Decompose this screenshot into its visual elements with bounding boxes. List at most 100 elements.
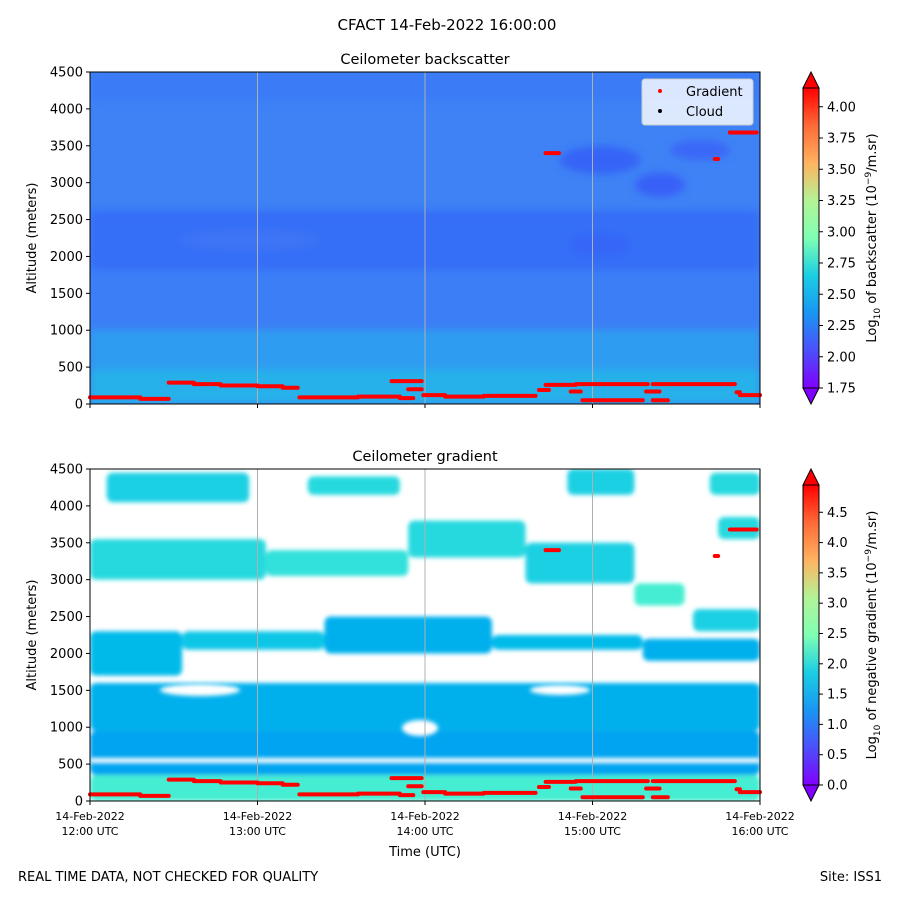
backscatter-colorbar: 1.75 2.00 2.25 2.50 2.75 3.00 3.25 3.50 3.75 4.00…: [802, 70, 883, 406]
colorbar-tick-label: 4.0: [827, 536, 848, 551]
y-tick-label: 2500: [50, 610, 83, 625]
colorbar-tick-label: 2.75: [827, 257, 856, 272]
colorbar-tick-label: 2.0: [827, 657, 848, 672]
x-tick-date: 14-Feb-2022: [725, 810, 794, 823]
cloud-band: [709, 472, 760, 495]
gradient-gradient-markers: [88, 527, 762, 800]
y-tick-label: 0: [75, 398, 83, 413]
y-tick-label: 2000: [50, 250, 83, 265]
y-tick-label: 4000: [50, 499, 83, 514]
cloud-band: [525, 542, 635, 584]
x-tick-date: 14-Feb-2022: [223, 810, 292, 823]
gradient-colorbar: 0.0 0.5 1.0 1.5 2.0 2.5 3.0 3.5 4.0 4.5 Log10 of …: [802, 467, 883, 803]
backscatter-ylabel: Altitude (meters): [25, 183, 40, 294]
cloud-band: [324, 616, 492, 654]
legend-cloud-marker: [658, 109, 662, 113]
y-tick-label: 3000: [50, 176, 83, 191]
figure-title: CFACT 14-Feb-2022 16:00:00: [338, 16, 557, 34]
y-tick-label: 2500: [50, 213, 83, 228]
x-axis-label: Time (UTC): [388, 845, 461, 860]
colorbar-extend-top: [802, 70, 820, 89]
x-tick-time: 16:00 UTC: [731, 825, 788, 838]
gradient-panel: Ceilometer gradient 0 500 1000 1500 2000 2500…: [25, 449, 883, 860]
colorbar-tick-label: 3.25: [827, 194, 856, 209]
backscatter-gradient-markers: [88, 130, 762, 403]
colorbar-tick-label: 2.5: [827, 627, 848, 642]
backscatter-x-axis: [89, 404, 761, 408]
legend-gradient-marker: [658, 89, 662, 93]
cloud-band: [634, 583, 685, 606]
cloud-band: [90, 539, 266, 580]
x-tick-date: 14-Feb-2022: [55, 810, 124, 823]
cloud-band: [567, 469, 635, 495]
backscatter-panel: Ceilometer backscatter: [25, 52, 883, 413]
colorbar-tick-label: 3.5: [827, 566, 848, 581]
x-tick-time: 15:00 UTC: [564, 825, 621, 838]
gradient-grid: [257, 469, 593, 801]
gradient-ylabel: Altitude (meters): [25, 580, 40, 691]
cloud-band: [106, 472, 250, 503]
cloud-band: [642, 638, 760, 661]
y-tick-label: 4500: [50, 66, 83, 81]
colorbar-tick-label: 4.00: [827, 100, 856, 115]
gradient-x-axis: 14-Feb-2022 12:00 UTC 14-Feb-2022 13:00 UTC…: [55, 801, 795, 838]
colorbar-tick-label: 3.50: [827, 163, 856, 178]
cloud-band: [408, 520, 526, 558]
cloud-band: [182, 631, 325, 650]
cloud-band: [265, 550, 409, 576]
colorbar-tick-label: 1.75: [827, 382, 856, 397]
backscatter-grid: [257, 72, 593, 404]
gradient-title: Ceilometer gradient: [352, 449, 498, 465]
legend-cloud-label: Cloud: [686, 105, 723, 120]
gradient-colorbar-ticks: 0.0 0.5 1.0 1.5 2.0 2.5 3.0 3.5 4.0 4.5: [819, 506, 848, 794]
colorbar-tick-label: 2.50: [827, 288, 856, 303]
colorbar-extend-bottom: [802, 784, 820, 803]
colorbar-tick-label: 2.00: [827, 350, 856, 365]
colorbar-tick-label: 0.0: [827, 779, 848, 794]
cloud-band: [492, 635, 643, 650]
colorbar-tick-label: 4.5: [827, 506, 848, 521]
colorbar-tick-label: 1.0: [827, 718, 848, 733]
y-tick-label: 1000: [50, 721, 83, 736]
y-tick-label: 500: [58, 361, 83, 376]
y-tick-label: 3000: [50, 573, 83, 588]
backscatter-colorbar-ticks: 1.75 2.00 2.25 2.50 2.75 3.00 3.25 3.50 3.75 4.00: [819, 100, 856, 397]
colorbar-tick-label: 3.00: [827, 225, 856, 240]
legend-gradient-label: Gradient: [686, 85, 743, 100]
cloud-band: [307, 476, 400, 495]
y-tick-label: 2000: [50, 647, 83, 662]
quality-disclaimer: REAL TIME DATA, NOT CHECKED FOR QUALITY: [18, 870, 319, 885]
y-tick-label: 500: [58, 758, 83, 773]
legend: Gradient Cloud: [641, 78, 754, 126]
y-tick-label: 1500: [50, 287, 83, 302]
cloud-band: [90, 631, 183, 676]
colorbar-extend-bottom: [802, 387, 820, 406]
y-tick-label: 3500: [50, 139, 83, 154]
y-tick-label: 1500: [50, 684, 83, 699]
site-label: Site: ISS1: [819, 870, 882, 885]
backscatter-y-axis: 0 500 1000 1500 2000 2500 3000 3500 4000 4500: [50, 66, 90, 413]
backscatter-title: Ceilometer backscatter: [340, 52, 509, 68]
x-tick-time: 14:00 UTC: [396, 825, 453, 838]
gradient-colorbar-label: Log10 of negative gradient (10−9/m.sr): [864, 511, 883, 760]
y-tick-label: 3500: [50, 536, 83, 551]
gradient-y-axis: 0 500 1000 1500 2000 2500 3000 3500 4000 4500: [50, 463, 90, 810]
x-tick-date: 14-Feb-2022: [390, 810, 459, 823]
y-tick-label: 4000: [50, 102, 83, 117]
x-tick-time: 13:00 UTC: [229, 825, 286, 838]
colorbar-tick-label: 2.25: [827, 319, 856, 334]
x-tick-time: 12:00 UTC: [61, 825, 118, 838]
y-tick-label: 0: [75, 795, 83, 810]
colorbar-tick-label: 1.5: [827, 688, 848, 703]
backscatter-colorbar-label: Log10 of backscatter (10−9/m.sr): [864, 133, 883, 342]
colorbar-gradient: [802, 87, 820, 389]
cloud-band: [693, 609, 760, 632]
x-tick-date: 14-Feb-2022: [558, 810, 627, 823]
colorbar-tick-label: 0.5: [827, 748, 848, 763]
y-tick-label: 1000: [50, 324, 83, 339]
colorbar-gradient: [802, 484, 820, 786]
colorbar-tick-label: 3.75: [827, 132, 856, 147]
y-tick-label: 4500: [50, 463, 83, 478]
colorbar-extend-top: [802, 467, 820, 486]
